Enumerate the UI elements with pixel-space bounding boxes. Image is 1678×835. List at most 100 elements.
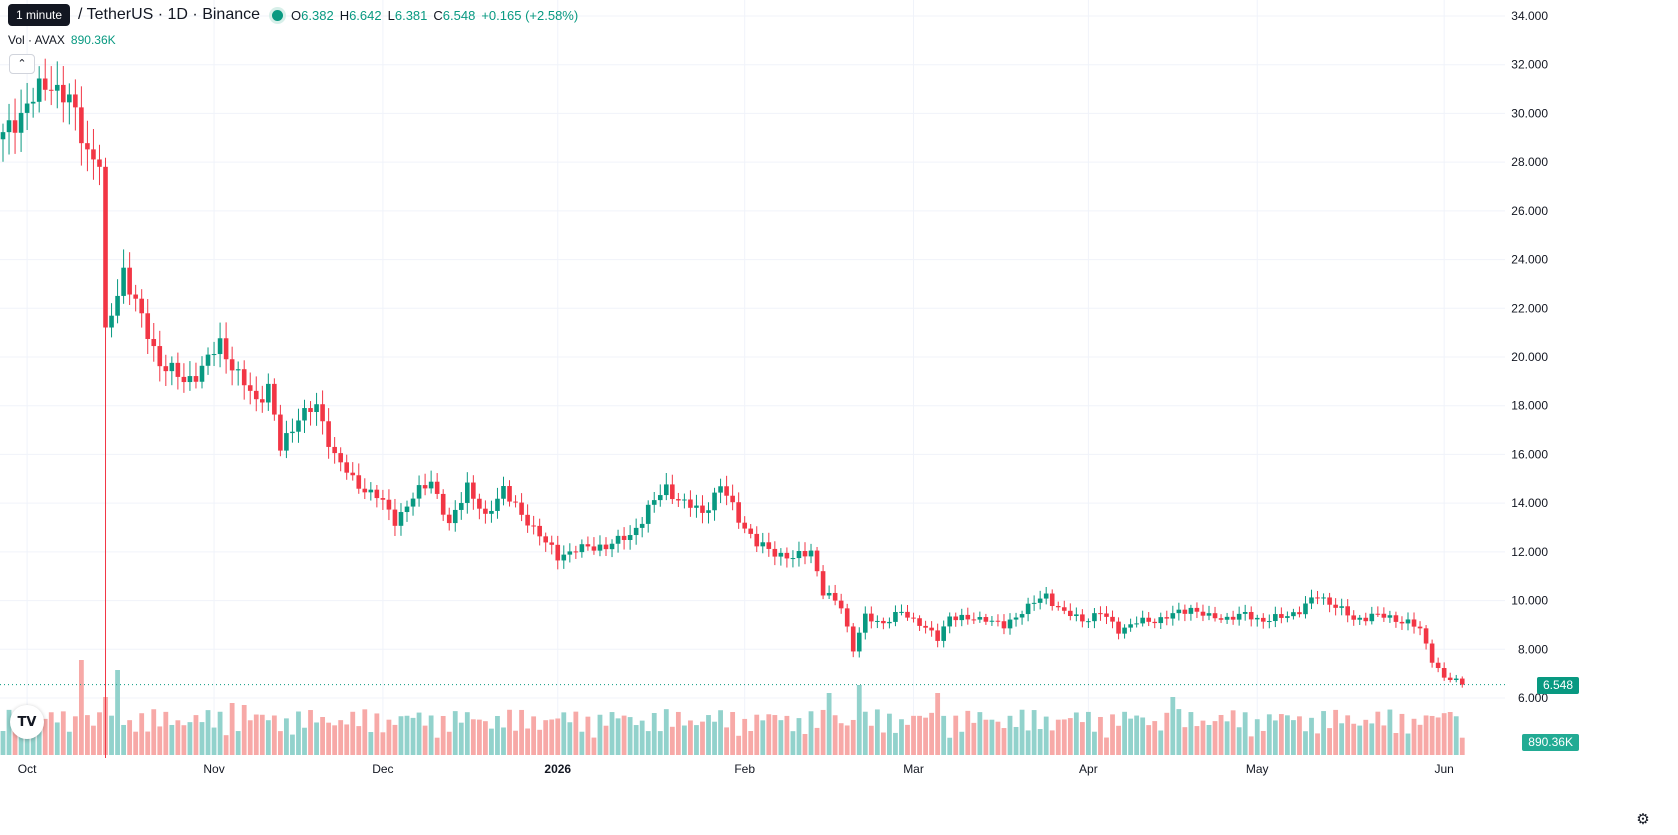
candle-body <box>247 385 253 391</box>
volume-bar <box>555 718 561 755</box>
tradingview-logo[interactable]: TV <box>10 705 44 739</box>
volume-bar <box>543 720 549 755</box>
candle-body <box>1357 617 1363 620</box>
candle-body <box>706 510 711 513</box>
candle-body <box>1417 626 1423 629</box>
candle-body <box>1110 616 1115 622</box>
volume-bar <box>669 726 675 755</box>
volume-bar <box>464 712 470 755</box>
volume-bar <box>1116 725 1121 755</box>
price-tick-label: 34.000 <box>1511 9 1548 23</box>
candle-body <box>965 614 971 620</box>
symbol-title[interactable]: / TetherUS · 1D · Binance <box>78 6 261 23</box>
volume-label: Vol · AVAX <box>8 33 65 47</box>
volume-bar <box>1291 720 1296 755</box>
volume-bar <box>1092 731 1097 755</box>
candle-body <box>458 502 464 510</box>
candle-body <box>1152 621 1158 624</box>
candle-body <box>591 546 597 551</box>
candle-body <box>519 502 524 515</box>
candle-body <box>278 414 283 451</box>
candle-body <box>471 482 476 499</box>
candle-body <box>1224 616 1230 620</box>
candle-body <box>688 499 693 508</box>
candle-body <box>1140 617 1145 624</box>
volume-bar <box>404 715 410 755</box>
candle-body <box>1242 611 1248 614</box>
candle-body <box>1230 616 1236 620</box>
market-status-dot-icon[interactable] <box>272 9 284 21</box>
volume-bar <box>489 728 494 755</box>
candle-body <box>1273 614 1278 622</box>
volume-bar <box>296 711 301 755</box>
candle-body <box>428 481 434 489</box>
volume-bar <box>519 709 524 755</box>
candle-body <box>742 522 747 529</box>
candle-body <box>670 484 675 500</box>
volume-bar <box>826 693 832 755</box>
candle-body <box>6 120 12 133</box>
volume-bar <box>603 725 609 755</box>
volume-bar <box>1441 713 1447 755</box>
candle-body <box>651 500 657 505</box>
volume-bar <box>657 731 663 755</box>
candle-body <box>736 502 741 523</box>
candle-body <box>223 338 229 360</box>
volume-bar <box>1369 723 1375 755</box>
candle-body <box>887 621 892 624</box>
chart-legend: / TetherUS · 1D · Binance O6.382 H6.642 … <box>8 6 578 24</box>
volume-bar <box>742 718 748 755</box>
change-value: +0.165 (+2.58%) <box>481 7 579 23</box>
candle-body <box>844 608 850 627</box>
candle-body <box>1333 604 1338 608</box>
volume-bar <box>109 715 114 755</box>
volume-bar <box>175 720 181 755</box>
candle-body <box>284 433 289 451</box>
candle-body <box>1158 617 1164 624</box>
volume-bar <box>784 715 790 755</box>
volume-bar <box>651 713 657 755</box>
volume-bar <box>549 719 555 755</box>
volume-bar <box>392 724 398 755</box>
candle-body <box>579 544 585 553</box>
candle-body <box>796 550 802 559</box>
volume-bar <box>591 737 597 755</box>
candle-body <box>1086 621 1091 623</box>
candle-body <box>893 612 898 622</box>
time-tick-label: Feb <box>734 762 755 776</box>
candle-body <box>79 107 84 144</box>
volume-bar <box>1309 717 1314 755</box>
candle-body <box>1459 678 1465 685</box>
volume-bar <box>338 720 344 755</box>
candle-body <box>989 620 995 622</box>
candle-body <box>1285 616 1290 618</box>
time-tick-label: Apr <box>1079 762 1098 776</box>
volume-bar <box>645 731 651 755</box>
volume-bar <box>1357 725 1363 755</box>
candle-body <box>356 475 362 489</box>
volume-bar <box>416 712 422 755</box>
candle-body <box>1001 621 1007 629</box>
candle-body <box>163 366 169 372</box>
gear-icon[interactable]: ⚙ <box>1636 811 1650 828</box>
price-tick-label: 10.000 <box>1511 594 1548 608</box>
candle-body <box>1122 627 1127 634</box>
volume-bar <box>308 710 313 755</box>
volume-bar <box>1399 713 1405 755</box>
volume-bar <box>1405 733 1411 755</box>
volume-bar <box>259 714 265 755</box>
volume-bar <box>802 733 808 755</box>
candle-body <box>374 489 380 499</box>
collapse-legend-button[interactable]: ⌃ <box>9 54 35 74</box>
volume-bar <box>531 716 537 755</box>
volume-bar <box>911 715 916 755</box>
time-tick-label: Oct <box>18 762 37 776</box>
volume-bar <box>374 713 380 755</box>
volume-bar <box>187 722 193 755</box>
volume-bar <box>1001 728 1007 755</box>
volume-bar <box>832 715 838 755</box>
candle-body <box>754 533 760 547</box>
volume-bar <box>681 725 687 755</box>
volume-bar <box>513 730 518 755</box>
